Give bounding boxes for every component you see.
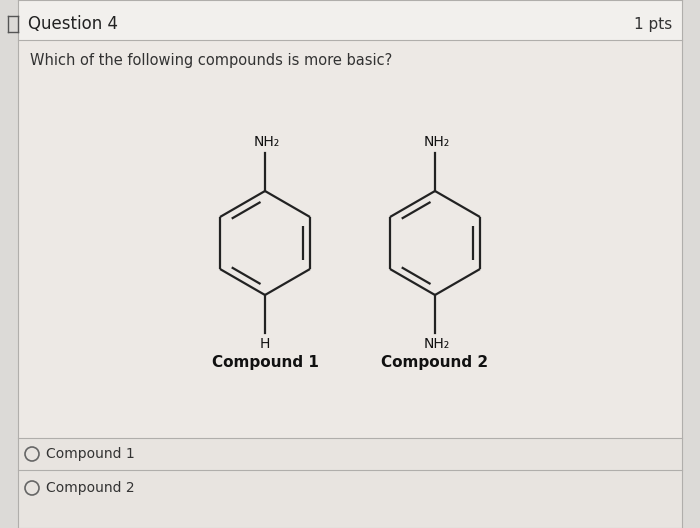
Text: NH₂: NH₂ (254, 135, 280, 149)
Text: Question 4: Question 4 (28, 15, 118, 33)
Text: Compound 2: Compound 2 (46, 481, 134, 495)
Text: Compound 1: Compound 1 (46, 447, 134, 461)
Bar (18, 0, 682, 40)
Text: NH₂: NH₂ (424, 135, 450, 149)
Text: Compound 2: Compound 2 (382, 355, 489, 370)
Bar (18, 40, 682, 438)
Text: Which of the following compounds is more basic?: Which of the following compounds is more… (30, 52, 392, 68)
Text: 1 pts: 1 pts (634, 16, 672, 32)
Text: H: H (260, 337, 270, 351)
Text: NH₂: NH₂ (424, 337, 450, 351)
Bar (18, 438, 682, 528)
Text: Compound 1: Compound 1 (211, 355, 318, 370)
